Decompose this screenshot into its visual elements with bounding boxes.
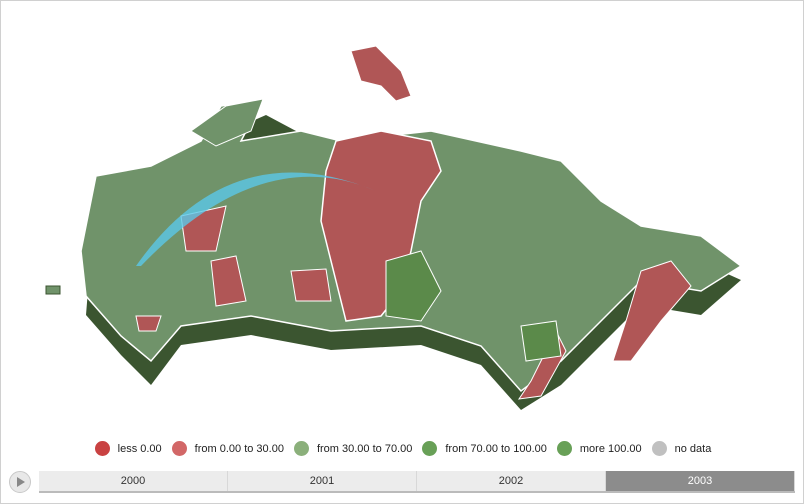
year-2000[interactable]: 2000 (39, 471, 228, 491)
legend-item[interactable]: less 0.00 (94, 441, 162, 456)
year-2002[interactable]: 2002 (417, 471, 606, 491)
region-central-red[interactable] (210, 255, 247, 307)
legend-label: no data (674, 442, 712, 455)
legend-swatch (422, 441, 438, 456)
legend-label: more 100.00 (579, 442, 642, 455)
timeline: 2000 2001 2002 2003 (9, 471, 795, 493)
legend-label: from 70.00 to 100.00 (445, 442, 547, 455)
region-kamchatka[interactable] (612, 260, 692, 362)
year-2003[interactable]: 2003 (606, 471, 795, 491)
region-caucasus-red[interactable] (135, 315, 162, 332)
region-kaliningrad[interactable] (45, 285, 61, 295)
legend-item[interactable]: from 70.00 to 100.00 (422, 441, 547, 456)
russia-map[interactable] (1, 1, 804, 431)
region-taymyr-islands[interactable] (350, 45, 412, 102)
legend-item[interactable]: no data (651, 441, 712, 456)
legend-swatch (293, 441, 309, 456)
region-south-red[interactable] (290, 268, 332, 302)
legend-swatch (651, 441, 667, 456)
legend-label: from 0.00 to 30.00 (194, 442, 284, 455)
legend-swatch (94, 441, 110, 456)
legend-label: less 0.00 (117, 442, 162, 455)
legend-item[interactable]: from 0.00 to 30.00 (171, 441, 284, 456)
timeline-bar[interactable]: 2000 2001 2002 2003 (39, 471, 795, 493)
legend-swatch (171, 441, 187, 456)
legend-item[interactable]: more 100.00 (556, 441, 642, 456)
flow-arc (136, 172, 376, 266)
year-2001[interactable]: 2001 (228, 471, 417, 491)
play-button[interactable] (9, 471, 31, 493)
legend-label: from 30.00 to 70.00 (316, 442, 413, 455)
play-icon (17, 477, 25, 487)
region-sakha[interactable] (385, 250, 442, 322)
region-kola[interactable] (190, 98, 264, 147)
legend: less 0.00 from 0.00 to 30.00 from 30.00 … (1, 441, 803, 456)
legend-item[interactable]: from 30.00 to 70.00 (293, 441, 413, 456)
region-amur[interactable] (520, 320, 562, 362)
legend-swatch (556, 441, 572, 456)
